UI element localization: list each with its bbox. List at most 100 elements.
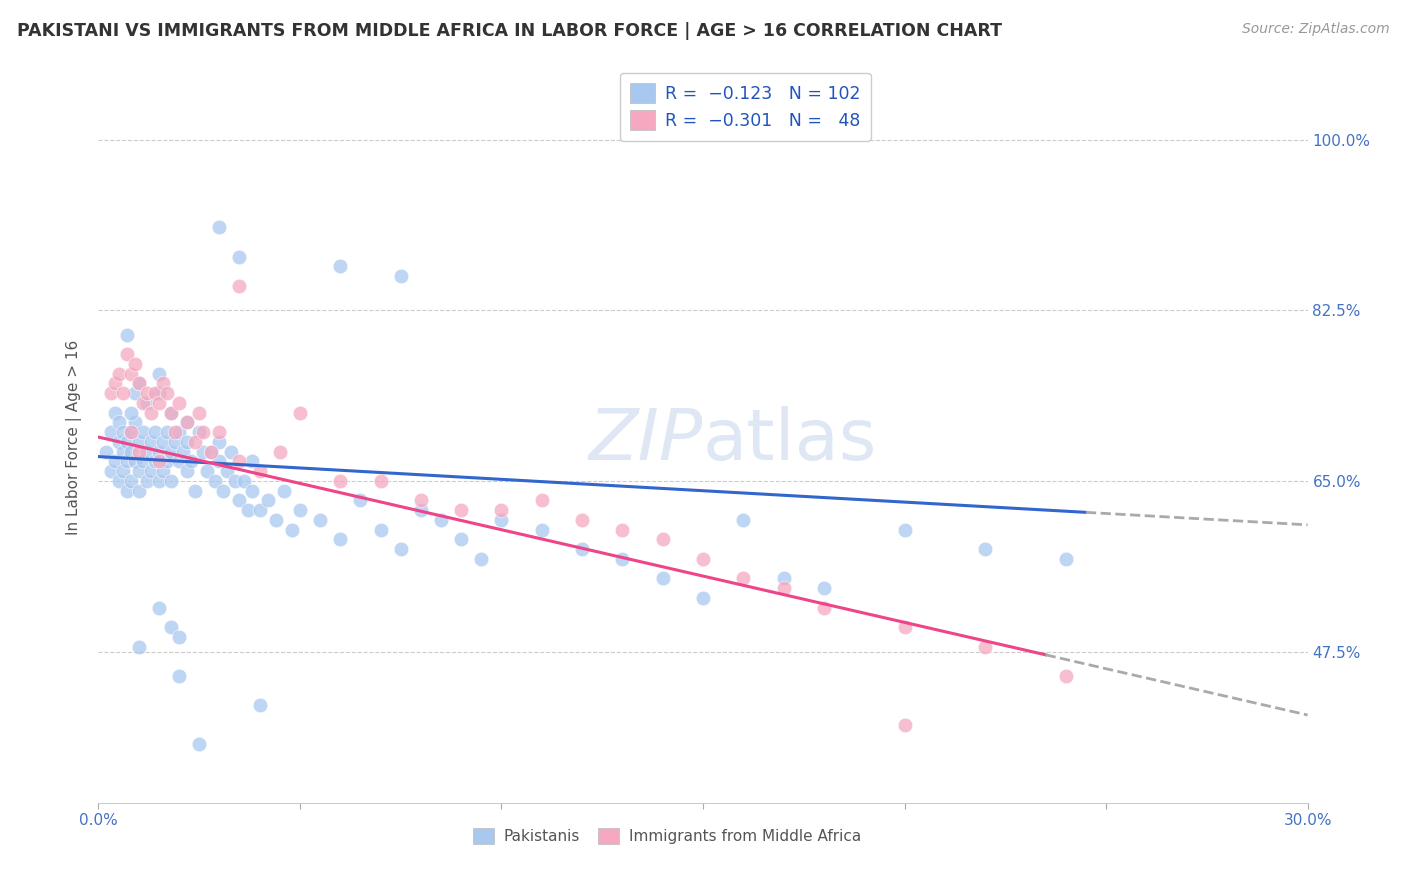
Point <box>288 503 311 517</box>
Point <box>1054 552 1077 566</box>
Point <box>148 386 170 401</box>
Point <box>470 552 492 566</box>
Point <box>148 454 170 468</box>
Point <box>143 425 166 440</box>
Point <box>256 493 278 508</box>
Point <box>143 454 166 468</box>
Point <box>228 250 250 264</box>
Point <box>128 376 150 391</box>
Point <box>100 464 122 478</box>
Text: Source: ZipAtlas.com: Source: ZipAtlas.com <box>1241 22 1389 37</box>
Point <box>249 503 271 517</box>
Point <box>974 542 997 557</box>
Point <box>107 434 129 449</box>
Point <box>224 474 246 488</box>
Point <box>651 572 673 586</box>
Point <box>128 464 150 478</box>
Point <box>139 464 162 478</box>
Point <box>120 425 142 440</box>
Point <box>160 444 183 458</box>
Text: atlas: atlas <box>703 406 877 475</box>
Point <box>152 434 174 449</box>
Point <box>188 737 211 751</box>
Point <box>167 669 190 683</box>
Point <box>692 591 714 605</box>
Point <box>176 464 198 478</box>
Point <box>240 454 263 468</box>
Point <box>139 406 162 420</box>
Point <box>370 523 392 537</box>
Point <box>184 434 207 449</box>
Point <box>193 425 215 440</box>
Point <box>281 523 304 537</box>
Point <box>111 444 134 458</box>
Point <box>128 434 150 449</box>
Point <box>111 425 134 440</box>
Point <box>208 425 231 440</box>
Point <box>491 513 513 527</box>
Point <box>132 454 155 468</box>
Point <box>120 425 142 440</box>
Y-axis label: In Labor Force | Age > 16: In Labor Force | Age > 16 <box>66 340 83 534</box>
Point <box>733 572 755 586</box>
Point <box>156 425 179 440</box>
Text: ZIP: ZIP <box>589 406 703 475</box>
Point <box>813 600 835 615</box>
Point <box>115 434 138 449</box>
Legend: Pakistanis, Immigrants from Middle Africa: Pakistanis, Immigrants from Middle Afric… <box>467 822 868 850</box>
Point <box>204 474 226 488</box>
Point <box>107 416 129 430</box>
Point <box>273 483 295 498</box>
Point <box>160 406 183 420</box>
Point <box>96 444 118 458</box>
Point <box>148 474 170 488</box>
Point <box>212 483 235 498</box>
Point <box>232 474 254 488</box>
Point <box>893 523 915 537</box>
Point <box>176 416 198 430</box>
Point <box>152 464 174 478</box>
Point <box>107 474 129 488</box>
Point <box>115 347 138 361</box>
Point <box>269 444 291 458</box>
Point <box>370 474 392 488</box>
Point <box>530 523 553 537</box>
Point <box>772 572 794 586</box>
Point <box>208 220 231 235</box>
Point <box>450 533 472 547</box>
Point <box>160 406 183 420</box>
Point <box>132 396 155 410</box>
Point <box>135 444 157 458</box>
Point <box>288 406 311 420</box>
Point <box>135 396 157 410</box>
Point <box>115 327 138 342</box>
Point <box>329 474 352 488</box>
Point <box>389 542 412 557</box>
Point <box>100 425 122 440</box>
Point <box>103 376 125 391</box>
Point <box>148 396 170 410</box>
Point <box>893 718 915 732</box>
Point <box>148 367 170 381</box>
Point <box>148 600 170 615</box>
Point <box>491 503 513 517</box>
Point <box>309 513 332 527</box>
Point <box>193 444 215 458</box>
Point <box>692 552 714 566</box>
Point <box>120 406 142 420</box>
Point <box>143 386 166 401</box>
Point <box>135 386 157 401</box>
Point <box>167 454 190 468</box>
Point <box>217 464 239 478</box>
Point <box>893 620 915 634</box>
Point <box>195 464 218 478</box>
Point <box>120 367 142 381</box>
Point <box>156 454 179 468</box>
Point <box>240 483 263 498</box>
Point <box>139 434 162 449</box>
Point <box>120 474 142 488</box>
Point <box>571 513 593 527</box>
Point <box>103 406 125 420</box>
Point <box>107 367 129 381</box>
Point <box>200 444 222 458</box>
